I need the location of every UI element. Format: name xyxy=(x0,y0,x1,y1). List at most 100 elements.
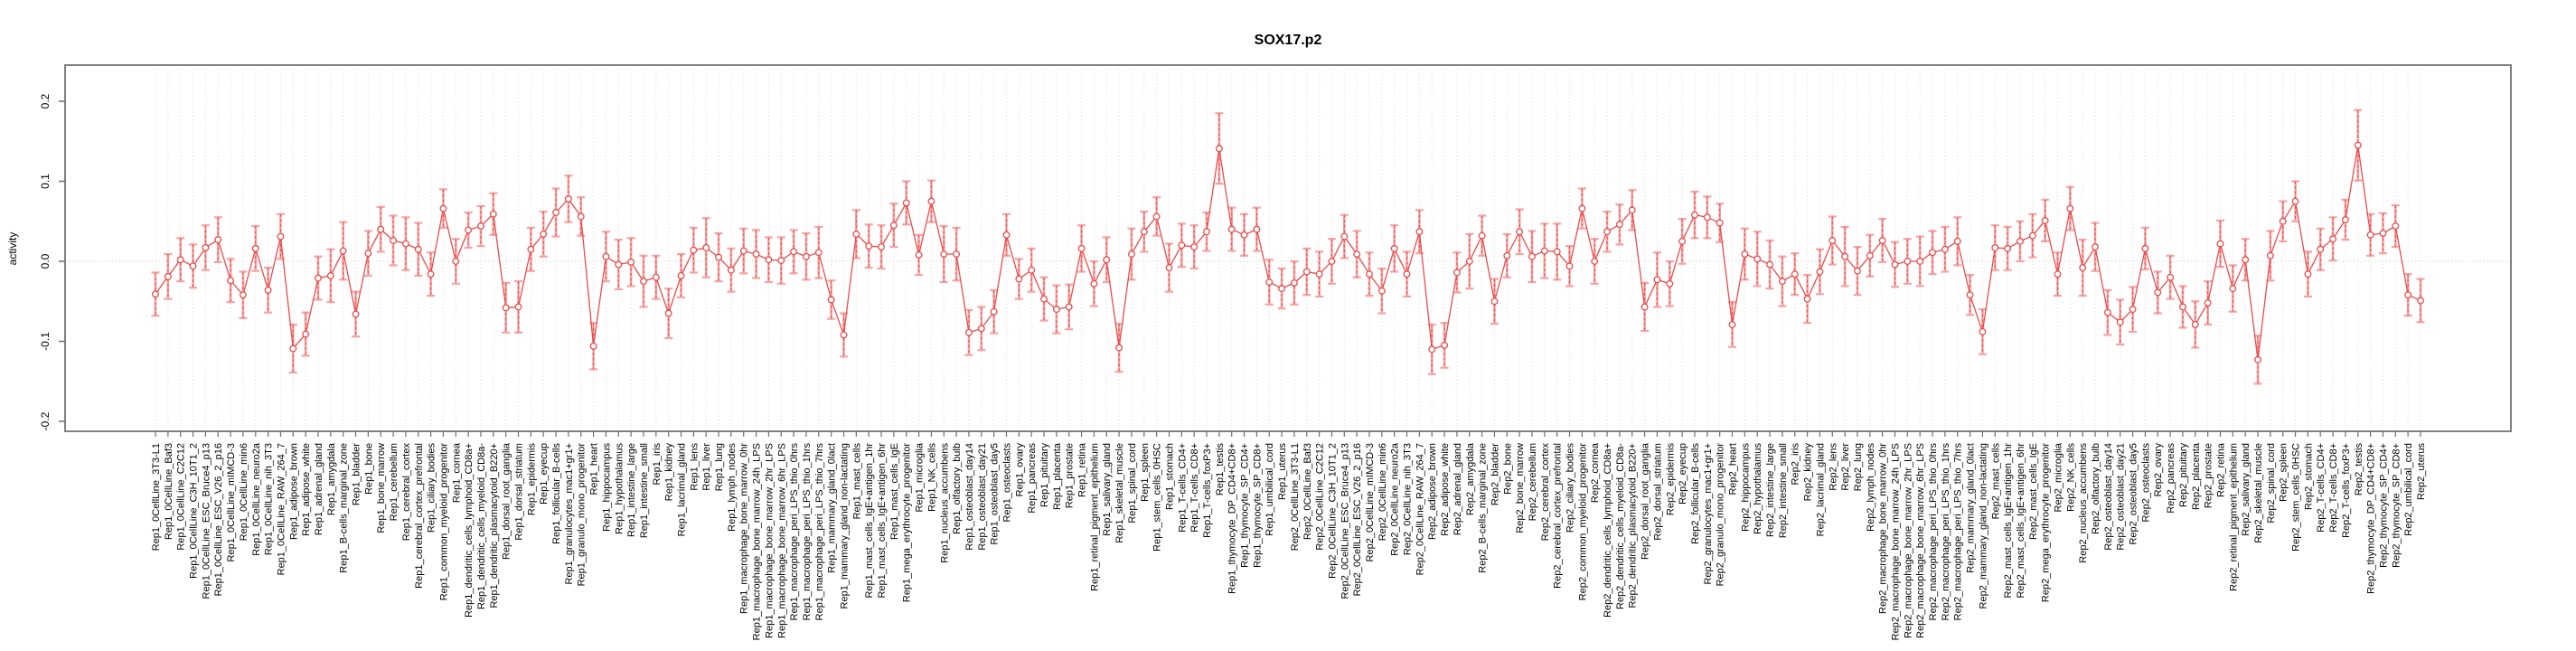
x-tick-label: Rep1_T-cells_CD8+ xyxy=(1189,443,1200,533)
x-tick-label: Rep2_pituitary xyxy=(2178,443,2189,507)
data-point xyxy=(1441,341,1449,349)
x-tick-label: Rep2_macrophage_bone_marrow_2hr_LPS xyxy=(1903,443,1913,638)
data-point xyxy=(2103,308,2111,316)
x-tick-label: Rep2_0CellLine_C3H_10T1_2 xyxy=(1327,443,1338,579)
axis-layer: 0.2 0.1 0.0 -0.1 -0.2 xyxy=(39,64,2512,437)
data-point xyxy=(1328,258,1336,265)
data-point xyxy=(715,253,722,261)
x-tick-label: Rep1_olfactory_bulb xyxy=(952,443,963,534)
data-point xyxy=(2004,244,2012,252)
data-point xyxy=(1415,228,1424,236)
data-point xyxy=(1966,291,1974,299)
x-tick-label: Rep1_macrophage_bone_marrow_24h_LPS xyxy=(752,443,763,640)
x-tick-label: Rep2_hypothalamus xyxy=(1753,443,1763,534)
chart-title: SOX17.p2 xyxy=(1255,33,1322,48)
x-tick-label: Rep2_osteoblast_day5 xyxy=(2129,443,2139,545)
x-tick-label: Rep2_dorsal_striatum xyxy=(1652,443,1663,541)
x-tick-label: Rep1_dorsal_striatum xyxy=(514,443,525,541)
x-tick-label: Rep1_uterus xyxy=(1277,443,1288,500)
data-point xyxy=(2404,291,2412,299)
x-tick-label: Rep1_hypothalamus xyxy=(614,443,625,534)
data-point xyxy=(277,232,285,241)
x-tick-label: Rep1_B-cells_marginal_zone xyxy=(339,443,350,573)
x-tick-label: Rep2_dendritic_cells_lymphoid_CD8a+ xyxy=(1603,443,1613,618)
data-point xyxy=(1791,270,1799,278)
x-tick-label: Rep2_iris xyxy=(1791,443,1801,486)
data-point xyxy=(1465,258,1473,265)
x-tick-label: Rep1_cerebral_cortex xyxy=(401,443,412,542)
data-point xyxy=(302,330,310,338)
x-tick-label: Rep2_adipose_white xyxy=(1440,443,1451,536)
data-point xyxy=(239,291,247,299)
data-point xyxy=(2392,222,2400,231)
data-point xyxy=(439,204,447,212)
x-tick-label: Rep2_epidermis xyxy=(1665,443,1676,516)
data-point xyxy=(477,222,484,231)
data-point xyxy=(176,256,184,264)
x-tick-label: Rep2_T-cells_CD4+ xyxy=(2316,443,2327,533)
data-point xyxy=(502,304,510,312)
data-point xyxy=(577,212,585,221)
data-point xyxy=(915,250,923,259)
data-point xyxy=(315,274,322,282)
data-point xyxy=(2154,288,2162,297)
data-point xyxy=(1553,248,1561,256)
data-point xyxy=(1453,269,1461,277)
plot-box xyxy=(64,64,2512,432)
x-tick-label: Rep1_0CellLine_neuro2a xyxy=(251,442,262,556)
data-point xyxy=(1778,278,1786,286)
data-point xyxy=(427,270,435,278)
data-point xyxy=(1178,241,1186,250)
data-point xyxy=(1278,285,1286,293)
data-point xyxy=(2079,264,2087,272)
x-tick-label: Rep2_osteoblast_day21 xyxy=(2116,443,2127,551)
x-tick-label: Rep1_heart xyxy=(589,443,600,495)
x-tick-label: Rep2_macrophage_peri_LPS_thio_7hrs xyxy=(1953,443,1964,621)
x-tick-label: Rep2_intestine_small xyxy=(1778,443,1789,538)
x-tick-label: Rep1_ovary xyxy=(1014,443,1025,497)
x-tick-label: Rep2_placenta xyxy=(2191,442,2202,510)
data-point xyxy=(227,277,235,285)
data-point xyxy=(289,344,297,353)
data-point xyxy=(1866,251,1874,259)
data-point xyxy=(1390,244,1398,252)
data-point xyxy=(1991,244,1999,251)
data-point xyxy=(1428,345,1436,354)
data-point xyxy=(1703,213,1711,222)
data-point xyxy=(1841,252,1849,260)
x-tick-label: Rep2_macrophage_peri_LPS_thio_1hrs xyxy=(1941,443,1951,621)
y-tick-label: 0.2 xyxy=(39,93,52,108)
data-point xyxy=(1490,297,1499,306)
x-tick-label: Rep1_stem_cells_0HSC xyxy=(1152,443,1163,552)
data-point xyxy=(1653,276,1661,284)
data-point xyxy=(2266,251,2274,259)
x-tick-label: Rep2_cerebral_cortex_prefrontal xyxy=(1553,443,1564,589)
data-point xyxy=(1253,225,1261,233)
x-tick-label: Rep1_dendritic_plasmacytoid_B220+ xyxy=(489,443,500,609)
x-tick-label: Rep2_mast_cells_IgE+antigen_1hr xyxy=(2003,443,2014,599)
data-point xyxy=(677,271,685,279)
x-tick-label: Rep2_kidney xyxy=(1803,443,1814,502)
data-point xyxy=(164,272,172,280)
x-tick-label: Rep1_cornea xyxy=(451,442,462,503)
data-point xyxy=(2279,217,2287,225)
data-point xyxy=(1403,270,1411,278)
x-tick-label: Rep2_prostate xyxy=(2204,443,2214,508)
x-tick-label: Rep2_common_myeloid_progenitor xyxy=(1577,443,1588,601)
x-tick-label: Rep2_mast_cells_IgE+antigen_6hr xyxy=(2016,443,2026,599)
data-point xyxy=(377,225,385,233)
data-point xyxy=(1728,320,1736,328)
data-point xyxy=(390,237,398,244)
x-tick-label: Rep1_mega_erythrocyte_progenitor xyxy=(902,443,913,602)
x-tick-label: Rep1_stomach xyxy=(1164,443,1175,510)
x-tick-label: Rep2_pancreas xyxy=(2166,443,2176,514)
data-point xyxy=(1753,255,1762,263)
data-point xyxy=(1377,287,1386,295)
x-tick-label: Rep2_ovary xyxy=(2153,443,2164,497)
x-tick-label: Rep2_macrophage_bone_marrow_0hr xyxy=(1878,443,1889,614)
x-tick-label: Rep1_intestine_large xyxy=(626,443,637,537)
data-point xyxy=(1240,231,1248,239)
x-tick-label: Rep1_osteoblast_day21 xyxy=(977,443,988,551)
y-tick-label: -0.2 xyxy=(39,411,52,430)
data-point xyxy=(1565,262,1574,270)
